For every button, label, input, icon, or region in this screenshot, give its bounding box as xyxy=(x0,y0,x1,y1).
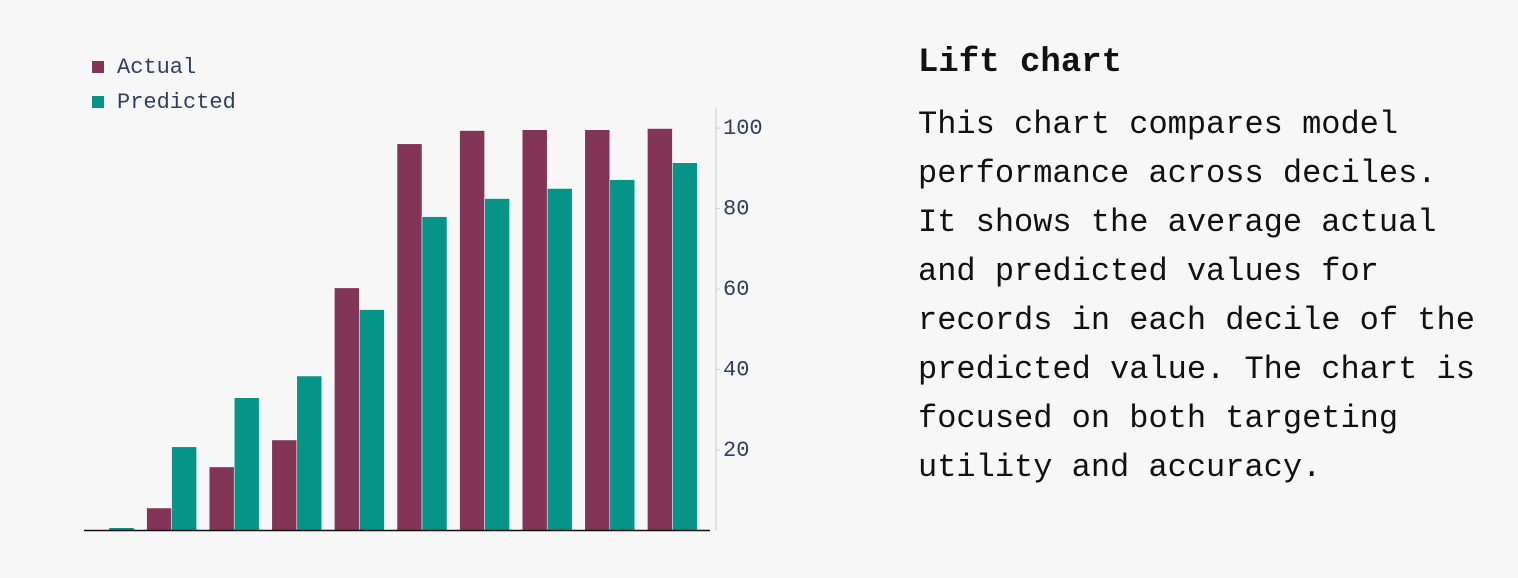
panel-text: This chart compares model performance ac… xyxy=(918,106,1475,486)
bar xyxy=(233,397,260,531)
bar xyxy=(546,188,573,531)
y-tick-label: 80 xyxy=(723,196,749,221)
description-panel: Lift chart This chart compares model per… xyxy=(918,44,1498,492)
legend-swatch xyxy=(92,96,104,108)
legend-swatch xyxy=(92,61,104,73)
bar xyxy=(396,143,423,531)
y-tick-label: 100 xyxy=(723,116,763,141)
panel-title: Lift chart xyxy=(918,44,1123,82)
bar xyxy=(672,162,698,531)
y-tick-label: 20 xyxy=(723,438,749,463)
legend-label: Actual xyxy=(117,55,196,80)
bar xyxy=(421,216,448,531)
y-tick-label: 60 xyxy=(723,277,749,302)
bar xyxy=(484,198,510,531)
bar xyxy=(359,309,385,531)
chart: 20 40 60 80 100 Actual Predicted xyxy=(84,55,763,532)
bar xyxy=(171,446,197,531)
bar xyxy=(334,287,360,531)
bar xyxy=(584,129,611,531)
bar xyxy=(296,375,323,531)
bar xyxy=(459,130,485,531)
bar xyxy=(208,466,235,531)
bar xyxy=(271,439,298,531)
bar xyxy=(521,129,548,531)
y-tick-label: 40 xyxy=(723,357,749,382)
bar xyxy=(647,128,673,531)
bar xyxy=(146,507,172,531)
bar xyxy=(609,179,636,531)
legend-label: Predicted xyxy=(117,90,236,115)
